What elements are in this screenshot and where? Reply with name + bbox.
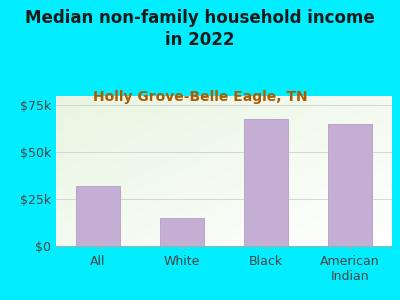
Bar — [244, 118, 288, 246]
Bar — [328, 124, 372, 246]
Bar — [160, 218, 204, 246]
Text: Median non-family household income
in 2022: Median non-family household income in 20… — [25, 9, 375, 49]
Text: Holly Grove-Belle Eagle, TN: Holly Grove-Belle Eagle, TN — [93, 90, 307, 104]
Bar — [76, 186, 120, 246]
